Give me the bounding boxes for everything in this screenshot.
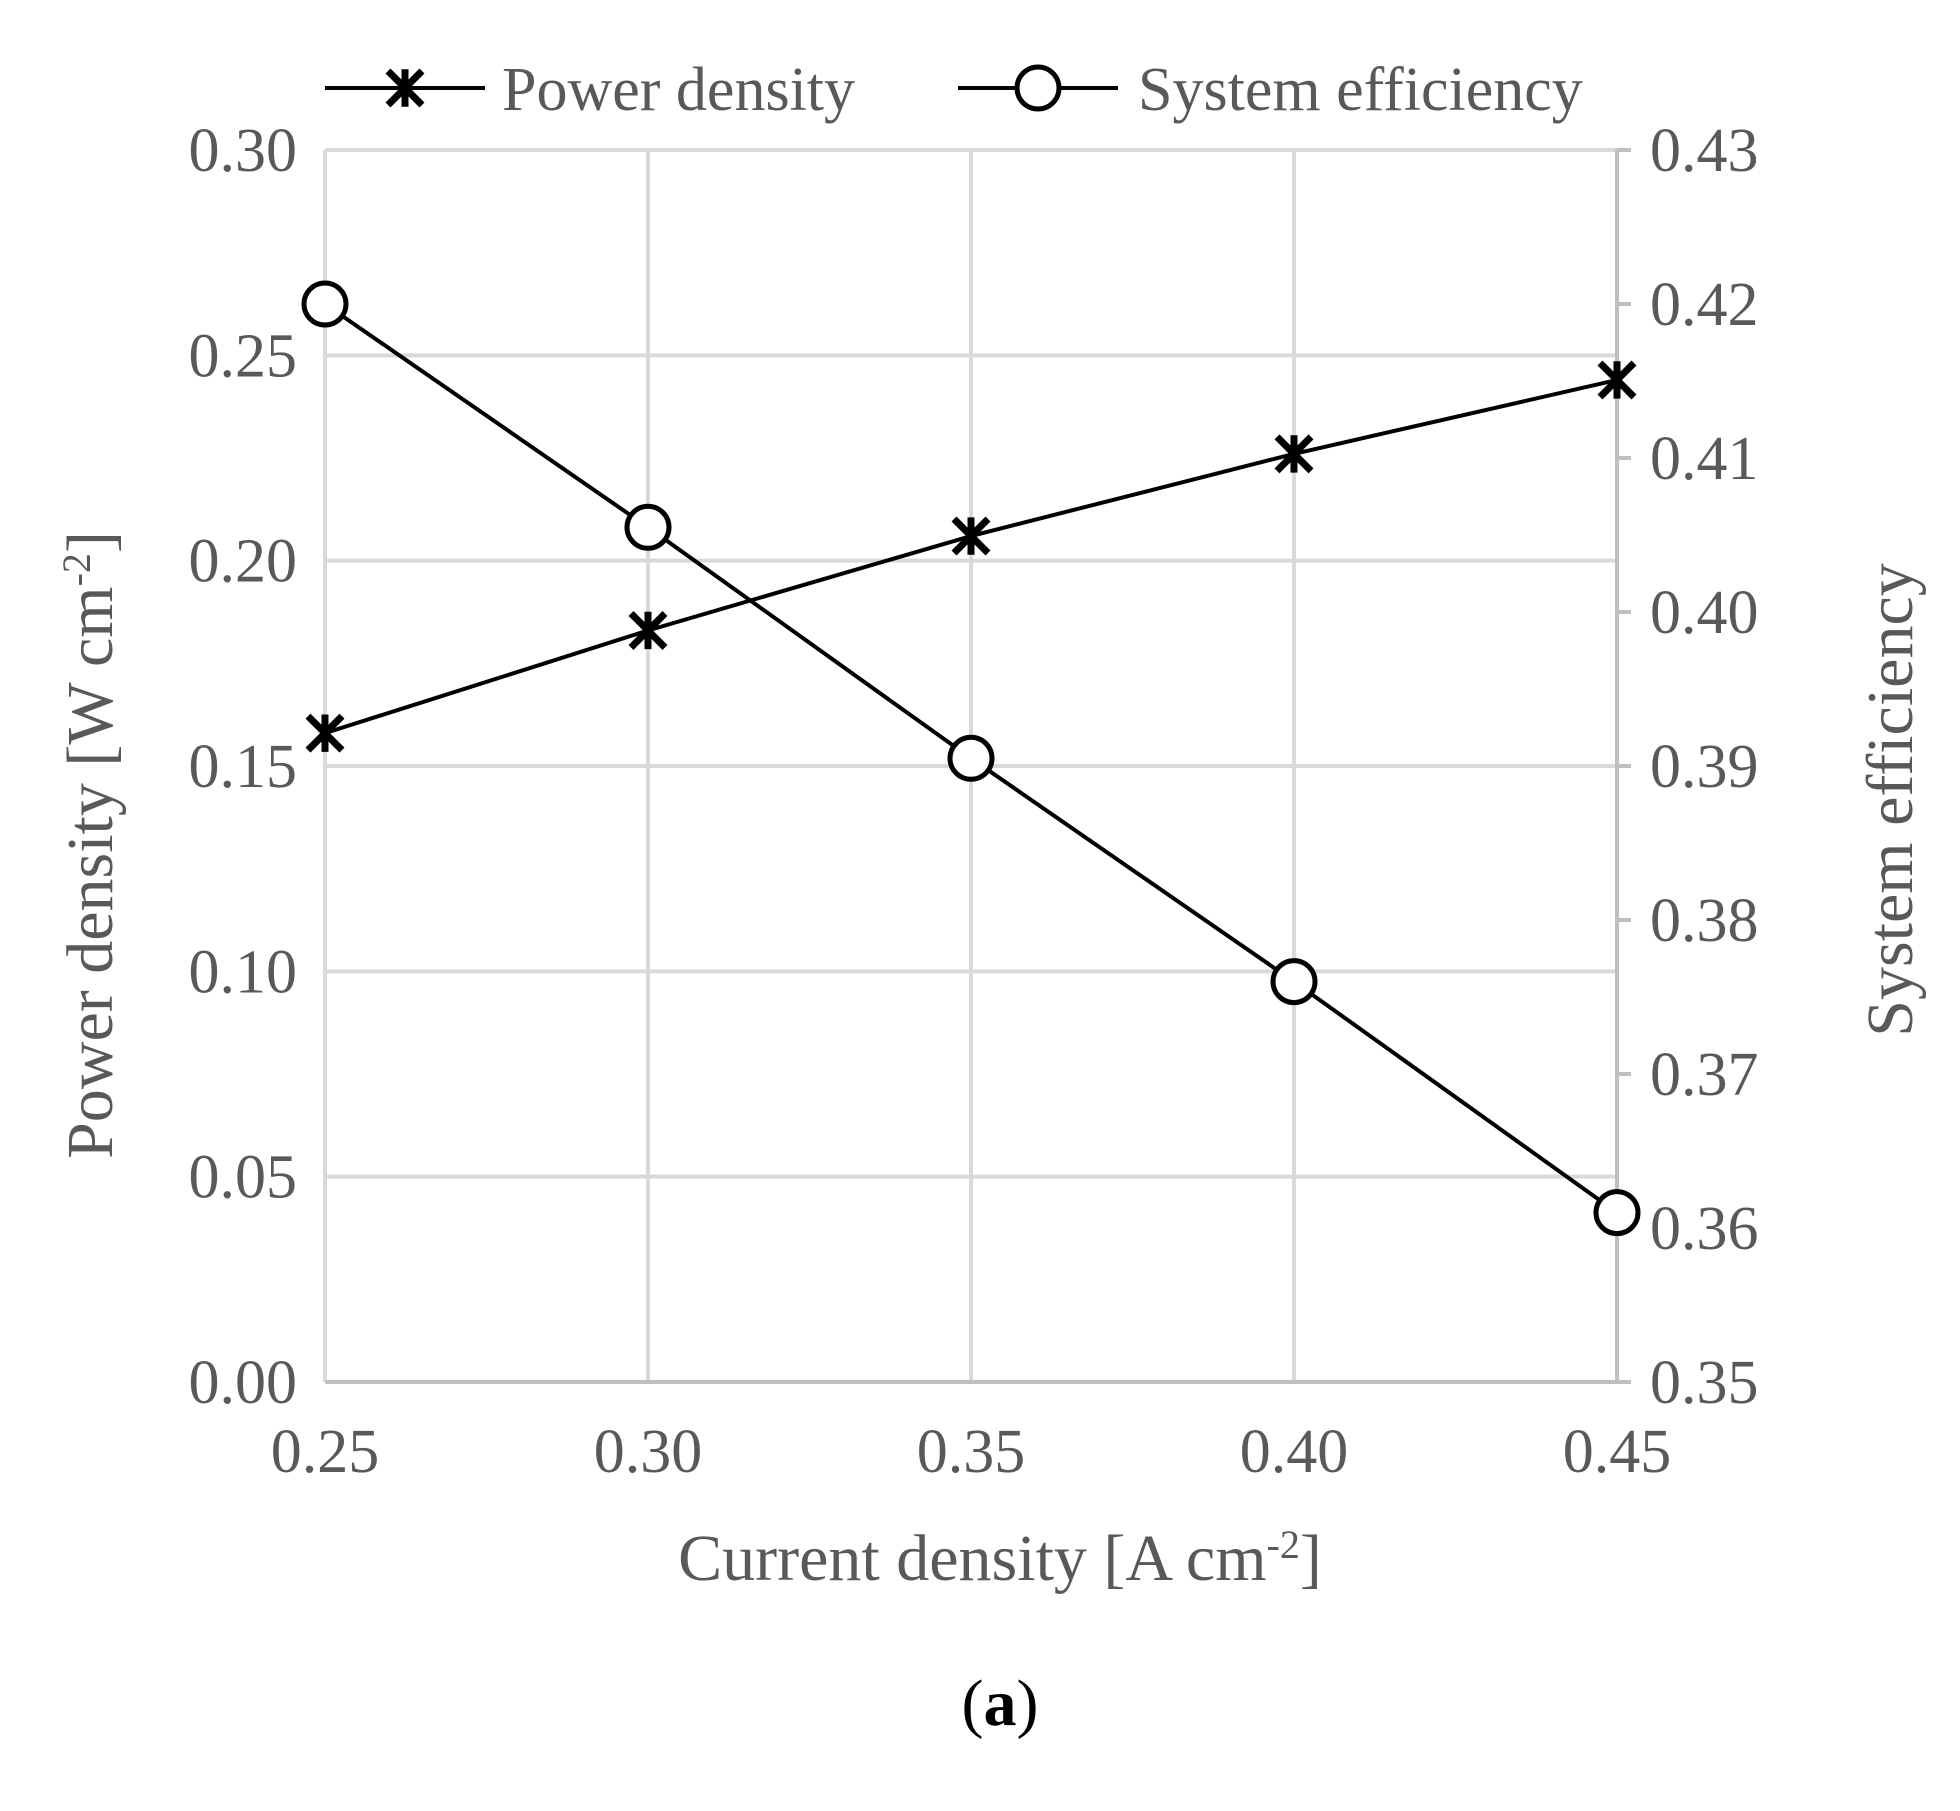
- right-y-tick-label: 0.36: [1650, 1195, 1759, 1263]
- right-y-axis-title: System efficiency: [1854, 563, 1927, 1036]
- data-point-power-density: [951, 516, 991, 556]
- data-point-system-efficiency: [301, 280, 349, 328]
- x-tick-label: 0.35: [917, 1418, 1026, 1486]
- left-y-tick-label: 0.30: [189, 117, 298, 185]
- data-point-power-density: [1597, 360, 1637, 400]
- panel-caption: (a): [962, 1667, 1039, 1740]
- data-point-power-density: [305, 713, 345, 753]
- data-point-system-efficiency: [1593, 1189, 1641, 1237]
- data-point-system-efficiency: [947, 734, 995, 782]
- left-y-tick-label: 0.05: [189, 1144, 298, 1212]
- left-y-tick-label: 0.25: [189, 322, 298, 390]
- right-y-tick-label: 0.42: [1650, 271, 1759, 339]
- legend-label-power-density: Power density: [502, 56, 855, 124]
- right-y-tick-label: 0.40: [1650, 579, 1759, 647]
- legend: Power density System efficiency: [325, 56, 1583, 124]
- data-point-system-efficiency: [624, 503, 672, 551]
- left-y-tick-label: 0.15: [189, 733, 298, 801]
- right-y-tick-label: 0.43: [1650, 117, 1759, 185]
- x-tick-label: 0.45: [1563, 1418, 1672, 1486]
- right-y-tick-label: 0.39: [1650, 733, 1759, 801]
- legend-circle-marker: [1014, 64, 1062, 112]
- x-tick-label: 0.25: [271, 1418, 380, 1486]
- left-y-tick-label: 0.10: [189, 938, 298, 1006]
- legend-asterisk-shape: [385, 68, 425, 108]
- data-point-power-density: [1274, 434, 1314, 474]
- left-y-tick-label: 0.20: [189, 528, 298, 596]
- right-y-tick-label: 0.38: [1650, 887, 1759, 955]
- legend-asterisk-marker: [385, 68, 425, 108]
- x-tick-label: 0.30: [594, 1418, 703, 1486]
- grid: [323, 148, 1631, 1384]
- left-y-tick-label: 0.00: [189, 1349, 298, 1417]
- x-axis-ticks: 0.25 0.30 0.35 0.40 0.45: [271, 1418, 1672, 1486]
- legend-label-system-efficiency: System efficiency: [1138, 56, 1583, 124]
- legend-item-power-density: Power density: [325, 56, 855, 124]
- x-axis-title: Current density [A cm-2]: [678, 1522, 1322, 1596]
- x-tick-label: 0.40: [1240, 1418, 1349, 1486]
- legend-item-system-efficiency: System efficiency: [958, 56, 1583, 124]
- left-y-axis-title: Power density [W cm-2]: [54, 531, 128, 1159]
- data-point-power-density: [628, 611, 668, 650]
- right-y-tick-label: 0.37: [1650, 1041, 1759, 1109]
- right-y-axis-ticks: 0.35 0.36 0.37 0.38 0.39 0.40 0.41 0.42 0.43: [1650, 117, 1759, 1417]
- series-group: [301, 280, 1641, 1237]
- right-y-tick-label: 0.41: [1650, 425, 1759, 493]
- left-y-axis-ticks: 0.00 0.05 0.10 0.15 0.20 0.25 0.30: [189, 117, 298, 1417]
- data-point-system-efficiency: [1270, 958, 1318, 1006]
- right-y-tick-label: 0.35: [1650, 1349, 1759, 1417]
